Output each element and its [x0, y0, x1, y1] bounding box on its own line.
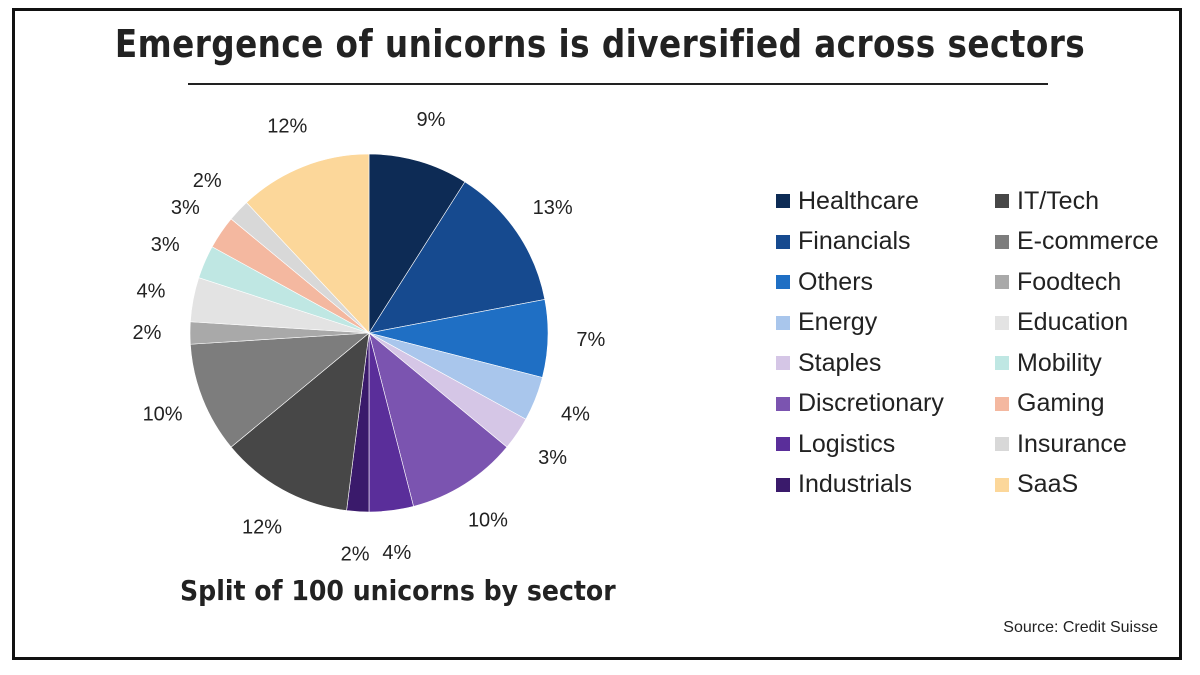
legend-label: Others — [798, 267, 874, 296]
value-label-saas: 12% — [267, 116, 307, 138]
legend-swatch — [995, 356, 1009, 371]
legend-item-logistics: Logistics — [776, 424, 944, 465]
legend-item-gaming: Gaming — [995, 384, 1159, 425]
legend-item-energy: Energy — [776, 303, 944, 344]
pie-slices — [189, 153, 549, 513]
legend-label: Logistics — [798, 429, 896, 458]
value-label-industrials: 2% — [341, 544, 370, 566]
value-label-foodtech: 2% — [133, 322, 162, 344]
pie-slice-discretionary — [368, 332, 508, 507]
source-note: Source: Credit Suisse — [1003, 619, 1158, 636]
legend-label: Energy — [798, 308, 878, 337]
legend-column-right: IT/Tech E-commerce Foodtech Education Mobili… — [995, 181, 1159, 505]
legend-item-foodtech: Foodtech — [995, 262, 1159, 303]
pie-slice-it-tech — [230, 332, 370, 511]
legend-swatch — [995, 315, 1009, 330]
legend-item-e-commerce: E-commerce — [995, 222, 1159, 263]
value-label-financials: 13% — [533, 197, 573, 219]
legend-item-others: Others — [776, 262, 944, 303]
chart-subtitle: Split of 100 unicorns by sector — [180, 574, 616, 607]
legend-swatch — [776, 315, 790, 330]
value-label-logistics: 4% — [382, 542, 411, 564]
legend-label: Gaming — [1017, 389, 1105, 418]
legend-label: Healthcare — [798, 186, 919, 215]
pie-value-labels: 9% 13% 7% 4% 3% 10% 4% 2% 12% 10% 2% 4% 3% 3% 2% 12% — [133, 109, 606, 566]
legend-item-it-tech: IT/Tech — [995, 181, 1159, 222]
chart-title: Emergence of unicorns is diversified acr… — [114, 22, 1086, 66]
legend-swatch — [776, 194, 790, 209]
pie-slice-e-commerce — [190, 332, 370, 448]
legend-item-healthcare: Healthcare — [776, 181, 944, 222]
legend-label: Education — [1017, 308, 1129, 337]
value-label-discretionary: 10% — [468, 509, 508, 531]
value-label-education: 4% — [136, 280, 165, 302]
value-label-e-commerce: 10% — [143, 404, 183, 426]
legend-item-discretionary: Discretionary — [776, 384, 944, 425]
legend-swatch — [776, 356, 790, 371]
legend-swatch — [995, 194, 1009, 209]
legend-column-left: Healthcare Financials Others Energy Staples D… — [776, 181, 944, 505]
legend-item-financials: Financials — [776, 222, 944, 263]
legend-swatch — [995, 437, 1009, 452]
legend-label: Staples — [798, 348, 882, 377]
legend-swatch — [995, 275, 1009, 290]
title-underline — [188, 83, 1048, 85]
legend-swatch — [776, 477, 790, 492]
value-label-staples: 3% — [538, 447, 567, 469]
legend-label: Insurance — [1017, 429, 1127, 458]
legend-label: Foodtech — [1017, 267, 1122, 296]
pie-slice-financials — [368, 181, 546, 334]
legend-item-saas: SaaS — [995, 465, 1159, 506]
value-label-gaming: 3% — [171, 197, 200, 219]
value-label-energy: 4% — [561, 404, 590, 426]
legend-item-education: Education — [995, 303, 1159, 344]
legend-item-mobility: Mobility — [995, 343, 1159, 384]
legend-label: Industrials — [798, 470, 912, 499]
legend-label: IT/Tech — [1017, 186, 1099, 215]
value-label-mobility: 3% — [151, 234, 180, 256]
legend-item-staples: Staples — [776, 343, 944, 384]
value-label-healthcare: 9% — [416, 109, 445, 131]
legend-swatch — [776, 437, 790, 452]
pie-slice-healthcare — [368, 153, 466, 335]
legend-item-insurance: Insurance — [995, 424, 1159, 465]
legend-swatch — [776, 396, 790, 411]
value-label-it-tech: 12% — [242, 517, 282, 539]
pie-slice-saas — [246, 153, 370, 334]
legend-swatch — [776, 275, 790, 290]
value-label-insurance: 2% — [193, 170, 222, 192]
legend-swatch — [995, 396, 1009, 411]
legend-item-industrials: Industrials — [776, 465, 944, 506]
legend-swatch — [776, 234, 790, 249]
value-label-others: 7% — [576, 329, 605, 351]
legend-swatch — [995, 477, 1009, 492]
legend-swatch — [995, 234, 1009, 249]
legend-label: Discretionary — [798, 389, 944, 418]
legend-label: SaaS — [1017, 470, 1079, 499]
legend-label: E-commerce — [1017, 227, 1159, 256]
legend-label: Mobility — [1017, 348, 1102, 377]
legend-label: Financials — [798, 227, 911, 256]
